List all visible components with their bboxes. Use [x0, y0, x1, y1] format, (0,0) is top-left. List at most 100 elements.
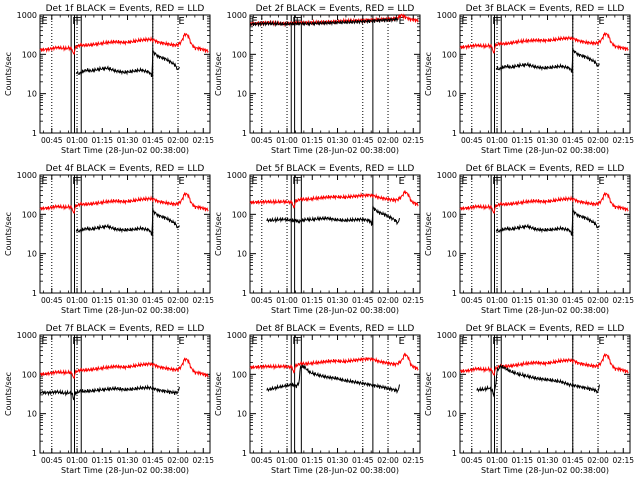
x-tick-label: 01:45 — [352, 456, 374, 465]
region-label: E — [598, 16, 604, 27]
region-label: E — [41, 336, 47, 347]
region-label: E — [178, 16, 184, 27]
x-tick-label: 01:15 — [301, 296, 323, 305]
x-tick-label: 00:45 — [251, 456, 273, 465]
x-tick-label: 01:30 — [117, 456, 139, 465]
x-tick-label: 00:45 — [41, 296, 63, 305]
x-tick-label: 01:30 — [327, 136, 349, 145]
y-axis-label: Counts/sec — [214, 372, 223, 416]
chart-title: Det 6f BLACK = Events, RED = LLD — [466, 164, 625, 174]
series-events-line — [495, 48, 600, 73]
x-tick-label: 01:30 — [327, 456, 349, 465]
x-tick-label: 01:30 — [117, 136, 139, 145]
x-tick-label: 02:15 — [192, 136, 214, 145]
y-axis-label: Counts/sec — [424, 52, 433, 96]
x-tick-label: 01:00 — [486, 296, 508, 305]
y-tick-label: 100 — [22, 210, 37, 219]
x-tick-label: 02:00 — [167, 136, 189, 145]
series-events-line — [75, 208, 180, 237]
region-label: E — [41, 176, 47, 187]
chart-title: Det 8f BLACK = Events, RED = LLD — [256, 324, 415, 334]
series-lld-line — [39, 32, 209, 55]
y-tick-label: 100 — [232, 210, 247, 219]
series-lld-line — [459, 353, 629, 376]
series-events-line — [75, 49, 180, 78]
series-lld-line — [39, 357, 209, 380]
plot-frame — [459, 334, 631, 454]
y-tick-label: 1000 — [227, 171, 247, 180]
x-tick-label: 02:00 — [167, 296, 189, 305]
y-tick-label: 1 — [452, 449, 457, 458]
region-label: E — [398, 16, 404, 27]
x-tick-label: 02:00 — [587, 136, 609, 145]
series-lld-line — [249, 352, 419, 374]
region-label: F — [292, 336, 298, 347]
y-axis-label: Counts/sec — [4, 52, 13, 96]
y-tick-label: 1 — [32, 129, 37, 138]
x-tick-label: 01:45 — [142, 296, 164, 305]
x-tick-label: 00:45 — [251, 296, 273, 305]
x-tick-label: 02:15 — [612, 296, 634, 305]
region-label: F — [76, 336, 82, 347]
panel-5: Det 5f BLACK = Events, RED = LLD Counts/s… — [214, 164, 424, 315]
panel-6: Det 6f BLACK = Events, RED = LLD Counts/s… — [424, 164, 634, 315]
y-tick-label: 100 — [442, 50, 457, 59]
region-label: F — [76, 16, 82, 27]
y-tick-label: 10 — [237, 90, 247, 99]
region-label: F — [76, 176, 82, 187]
x-tick-label: 02:00 — [587, 456, 609, 465]
x-tick-label: 02:00 — [377, 296, 399, 305]
x-tick-label: 01:30 — [327, 296, 349, 305]
region-label: F — [492, 176, 498, 187]
y-tick-label: 1000 — [17, 331, 37, 340]
x-tick-label: 01:00 — [66, 296, 88, 305]
y-tick-label: 1 — [242, 129, 247, 138]
y-tick-label: 100 — [442, 210, 457, 219]
chart-title: Det 9f BLACK = Events, RED = LLD — [466, 324, 625, 334]
x-tick-label: 00:45 — [251, 136, 273, 145]
x-tick-label: 02:00 — [167, 456, 189, 465]
x-tick-label: 01:30 — [537, 296, 559, 305]
plot-frame — [39, 334, 211, 454]
series-lld-line — [459, 192, 629, 214]
x-tick-label: 01:45 — [562, 296, 584, 305]
x-tick-label: 02:15 — [612, 136, 634, 145]
plot-frame — [459, 14, 631, 134]
y-tick-label: 1000 — [437, 11, 457, 20]
chart-title: Det 1f BLACK = Events, RED = LLD — [46, 4, 205, 14]
x-tick-label: 02:15 — [402, 136, 424, 145]
x-tick-label: 01:45 — [352, 296, 374, 305]
region-label: F — [72, 176, 78, 187]
y-tick-label: 100 — [232, 370, 247, 379]
x-tick-label: 01:30 — [537, 136, 559, 145]
series-events-line — [266, 364, 400, 395]
plot-frame — [249, 14, 421, 134]
x-tick-label: 02:15 — [402, 456, 424, 465]
panel-8: Det 8f BLACK = Events, RED = LLD Counts/s… — [214, 324, 424, 475]
x-tick-label: 01:30 — [537, 456, 559, 465]
y-tick-label: 1000 — [437, 171, 457, 180]
x-tick-label: 01:45 — [142, 136, 164, 145]
region-label: F — [492, 336, 498, 347]
panel-7: Det 7f BLACK = Events, RED = LLD Counts/s… — [4, 324, 214, 475]
region-label: E — [41, 16, 47, 27]
chart-title: Det 5f BLACK = Events, RED = LLD — [256, 164, 415, 174]
y-axis-label: Counts/sec — [4, 372, 13, 416]
series-lld-line — [459, 32, 629, 54]
y-tick-label: 10 — [447, 90, 457, 99]
x-axis-label: Start Time (28-Jun-02 00:38:00) — [61, 306, 189, 315]
region-label: F — [72, 16, 78, 27]
x-tick-label: 01:45 — [142, 456, 164, 465]
x-tick-label: 02:15 — [192, 296, 214, 305]
series-lld-line — [249, 190, 419, 209]
x-tick-label: 01:15 — [301, 136, 323, 145]
chart-title: Det 3f BLACK = Events, RED = LLD — [466, 4, 625, 14]
region-label: F — [496, 16, 502, 27]
x-tick-label: 01:15 — [301, 456, 323, 465]
x-tick-label: 00:45 — [41, 136, 63, 145]
region-label: F — [72, 336, 78, 347]
region-label: E — [461, 16, 467, 27]
region-label: E — [598, 176, 604, 187]
y-tick-label: 10 — [27, 250, 37, 259]
